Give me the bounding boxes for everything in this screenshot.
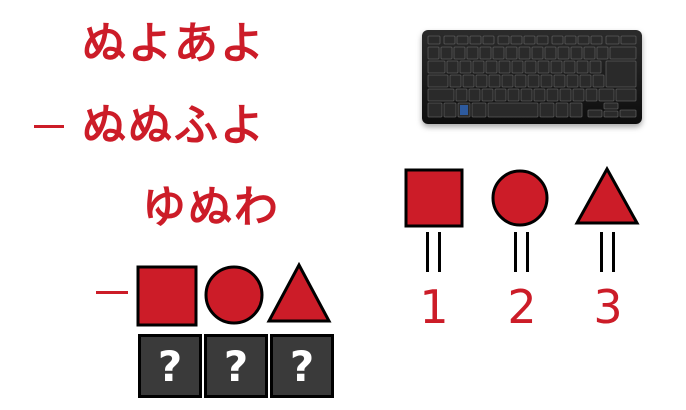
red-triangle-shape xyxy=(266,262,332,323)
kana-line-3: ゆぬわ xyxy=(142,182,280,233)
legend-number-2: 2 xyxy=(507,280,537,334)
answer-box-1: ? xyxy=(138,334,202,398)
equals-bars-3 xyxy=(600,232,615,272)
answer-box-3: ? xyxy=(270,334,334,398)
answer-box-2: ? xyxy=(204,334,268,398)
legend-circle-shape xyxy=(491,169,549,227)
minus-sign-2 xyxy=(96,291,128,294)
keyboard-keys-graphic xyxy=(427,35,637,118)
legend-triangle-shape xyxy=(574,166,640,225)
equals-bars-2 xyxy=(514,232,529,272)
legend-number-3: 3 xyxy=(593,280,623,334)
red-circle-shape xyxy=(204,265,264,325)
kana-line-1: ぬよあよ xyxy=(82,18,266,69)
minus-sign-1 xyxy=(34,125,64,128)
red-square-shape xyxy=(136,265,198,327)
legend-square-shape xyxy=(404,168,464,228)
kana-line-2: ぬぬふよ xyxy=(82,100,266,151)
legend-number-1: 1 xyxy=(419,280,449,334)
keyboard-icon xyxy=(422,30,642,124)
equals-bars-1 xyxy=(426,232,441,272)
